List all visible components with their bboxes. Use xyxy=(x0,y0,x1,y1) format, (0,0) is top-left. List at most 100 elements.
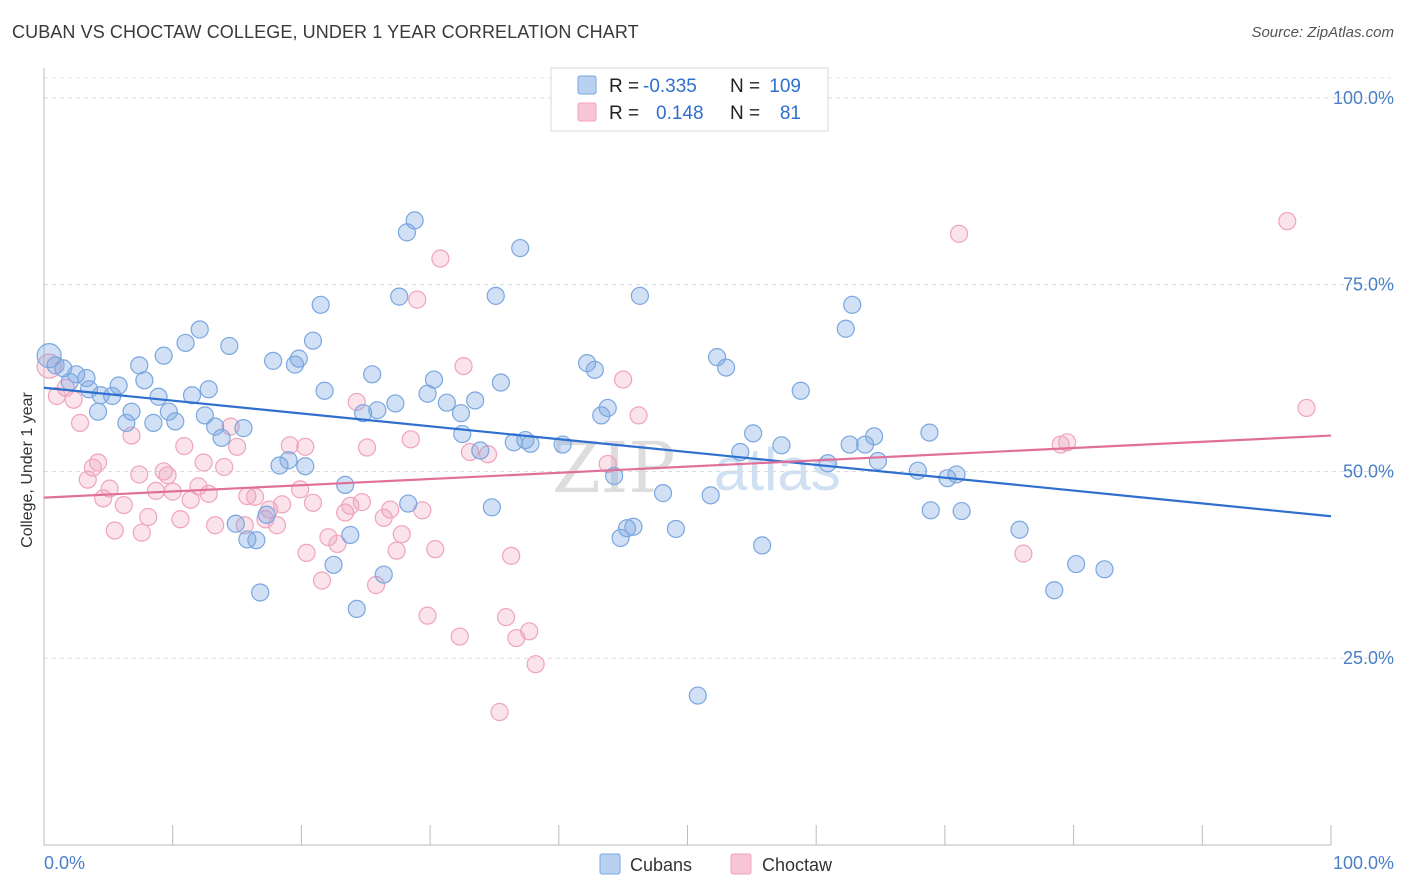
cubans-point xyxy=(176,333,195,353)
cubans-point xyxy=(653,484,673,503)
cubans-point xyxy=(451,404,471,423)
choctaw-point xyxy=(70,413,90,432)
cubans-point xyxy=(611,528,630,548)
cubans-point xyxy=(617,519,637,538)
choctaw-point xyxy=(614,370,633,389)
cubans-point xyxy=(701,486,720,505)
cubans-point xyxy=(868,451,888,471)
cubans-point xyxy=(666,519,686,539)
choctaw-point xyxy=(450,627,469,646)
cubans-point xyxy=(226,514,245,533)
cubans-point xyxy=(263,351,283,370)
source-text: Source: ZipAtlas.com xyxy=(1251,24,1394,41)
cubans-point xyxy=(257,505,276,524)
choctaw-point xyxy=(206,516,225,535)
cubans-point xyxy=(363,365,382,384)
choctaw-point xyxy=(199,484,218,503)
x-tick-label-min: 0.0% xyxy=(44,853,85,873)
choctaw-point xyxy=(114,495,133,515)
choctaw-point xyxy=(296,437,315,456)
choctaw-point xyxy=(158,466,177,485)
legend-choctaw-n-value: 81 xyxy=(780,103,801,124)
choctaw-point xyxy=(303,493,323,512)
cubans-point xyxy=(190,320,209,339)
cubans-point xyxy=(471,441,490,460)
cubans-point xyxy=(840,435,859,454)
choctaw-point xyxy=(1278,212,1297,231)
cubans-point xyxy=(159,402,178,421)
cubans-point xyxy=(247,531,266,550)
cubans-point xyxy=(592,406,611,425)
cubans-point xyxy=(336,475,355,494)
choctaw-point xyxy=(357,438,377,457)
cubans-point xyxy=(315,381,334,400)
cubans-point xyxy=(220,336,239,356)
bottom-legend-choctaw: Choctaw xyxy=(762,855,833,875)
choctaw-point xyxy=(1014,544,1033,563)
choctaw-point xyxy=(105,521,124,540)
cubans-point xyxy=(865,427,884,446)
cubans-point xyxy=(88,402,108,421)
legend-box xyxy=(550,67,829,132)
legend-choctaw-r-value: 0.148 xyxy=(656,103,704,124)
cubans-point xyxy=(405,211,424,230)
cubans-point xyxy=(437,393,456,412)
cubans-point xyxy=(1010,520,1029,539)
legend-choctaw-r-label: R = xyxy=(609,103,639,124)
choctaw-point xyxy=(130,465,149,484)
legend-cubans-n-label: N = xyxy=(730,76,760,97)
cubans-point xyxy=(818,454,837,473)
choctaw-point xyxy=(347,392,366,412)
choctaw-point xyxy=(245,487,265,506)
bottom-legend-cubans: Cubans xyxy=(630,855,692,875)
choctaw-point xyxy=(319,528,338,547)
cubans-point xyxy=(1095,560,1114,579)
legend-cubans-r-value: -0.335 xyxy=(643,76,697,97)
choctaw-point xyxy=(139,507,158,527)
cubans-points xyxy=(36,211,1114,705)
choctaw-point xyxy=(418,606,437,625)
choctaw-point xyxy=(408,290,427,309)
choctaw-point xyxy=(272,495,292,514)
choctaw-points xyxy=(36,212,1316,722)
cubans-point xyxy=(289,349,308,368)
chart-title: CUBAN VS CHOCTAW COLLEGE, UNDER 1 YEAR C… xyxy=(12,22,639,42)
cubans-point xyxy=(466,391,485,410)
choctaw-point xyxy=(392,525,411,544)
choctaw-point xyxy=(291,480,310,499)
cubans-point xyxy=(149,387,168,406)
choctaw-point xyxy=(629,406,648,425)
cubans-point xyxy=(390,287,409,306)
cubans-point xyxy=(354,404,373,423)
cubans-point xyxy=(688,686,707,705)
cubans-point xyxy=(424,370,444,389)
cubans-point xyxy=(212,428,231,447)
y-tick-label: 100.0% xyxy=(1333,88,1394,108)
choctaw-point xyxy=(401,430,420,449)
bottom-legend-swatch-cubans xyxy=(599,853,621,875)
cubans-point xyxy=(921,501,940,520)
y-tick-label: 25.0% xyxy=(1343,648,1394,668)
legend-cubans-r-label: R = xyxy=(609,76,639,97)
cubans-point xyxy=(952,501,971,521)
y-tick-label: 75.0% xyxy=(1343,275,1394,295)
choctaw-point xyxy=(454,356,473,376)
cubans-point xyxy=(605,466,624,486)
cubans-point xyxy=(199,380,218,399)
choctaw-point xyxy=(426,540,445,559)
cubans-point xyxy=(624,517,643,536)
cubans-point xyxy=(206,417,225,436)
y-tick-label: 50.0% xyxy=(1343,461,1394,481)
choctaw-point xyxy=(949,224,969,243)
legend-choctaw-n-label: N = xyxy=(730,103,760,124)
cubans-point xyxy=(135,371,154,390)
cubans-point xyxy=(122,402,141,421)
cubans-point xyxy=(843,295,862,314)
cubans-point xyxy=(753,536,772,555)
cubans-point xyxy=(77,368,96,388)
cubans-point xyxy=(1067,554,1086,574)
cubans-point xyxy=(109,376,128,395)
cubans-point xyxy=(251,583,270,602)
choctaw-point xyxy=(502,546,521,565)
